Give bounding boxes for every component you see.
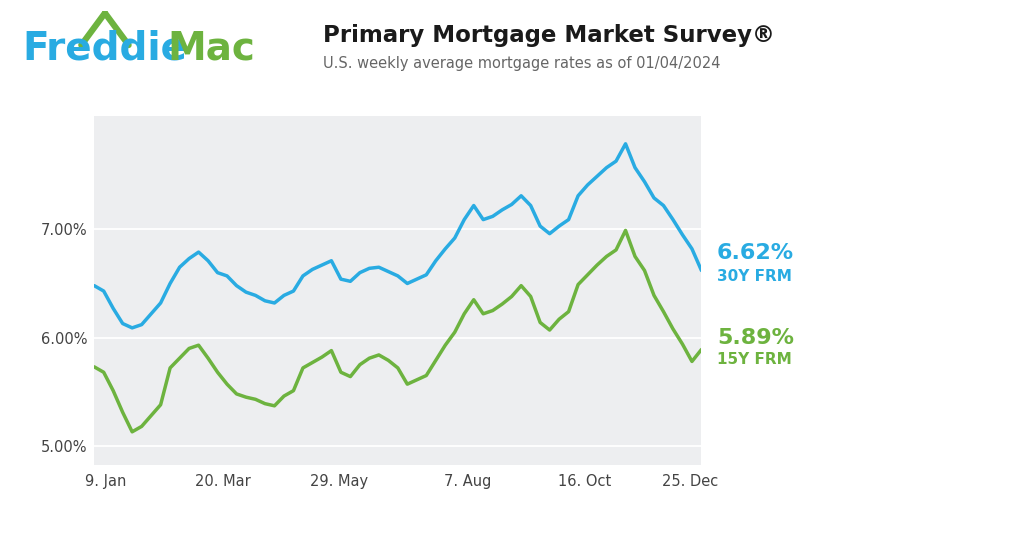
- Text: 15Y FRM: 15Y FRM: [717, 352, 792, 367]
- Text: Freddie: Freddie: [23, 30, 187, 68]
- Text: Primary Mortgage Market Survey®: Primary Mortgage Market Survey®: [323, 24, 774, 47]
- Text: 5.89%: 5.89%: [717, 328, 794, 348]
- Text: 6.62%: 6.62%: [717, 243, 794, 263]
- Text: Mac: Mac: [167, 30, 255, 68]
- Text: 30Y FRM: 30Y FRM: [717, 270, 792, 285]
- Text: U.S. weekly average mortgage rates as of 01/04/2024: U.S. weekly average mortgage rates as of…: [323, 56, 720, 72]
